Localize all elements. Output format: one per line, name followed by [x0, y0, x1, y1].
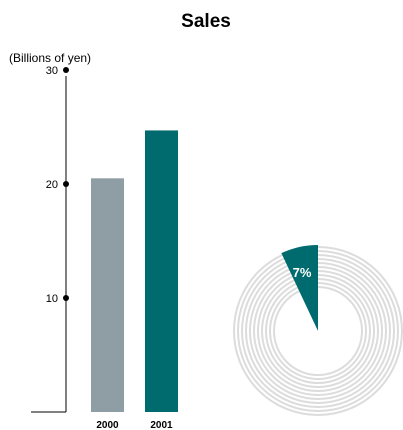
- y-tick-dot-20: [63, 181, 69, 187]
- growth-percent-label: 7%: [293, 265, 312, 280]
- bar-2000: [91, 178, 124, 412]
- y-axis: [31, 76, 67, 413]
- y-ticks: 10 20 30: [46, 65, 69, 305]
- y-tick-dot-10: [63, 295, 69, 301]
- bars: [91, 130, 178, 413]
- growth-dial: 7%: [233, 245, 403, 416]
- y-axis-unit-label: (Billions of yen): [9, 51, 91, 65]
- category-label-2000: 2000: [96, 420, 119, 430]
- category-label-2001: 2001: [150, 420, 173, 430]
- growth-wedge: [281, 245, 318, 331]
- chart-title: Sales: [181, 11, 231, 32]
- category-labels: 2000 2001: [96, 420, 173, 430]
- bar-2001: [145, 130, 178, 413]
- y-tick-dot-30: [63, 67, 69, 73]
- y-tick-label-20: 20: [46, 179, 58, 191]
- y-tick-label-10: 10: [46, 293, 58, 305]
- y-tick-label-30: 30: [46, 65, 58, 77]
